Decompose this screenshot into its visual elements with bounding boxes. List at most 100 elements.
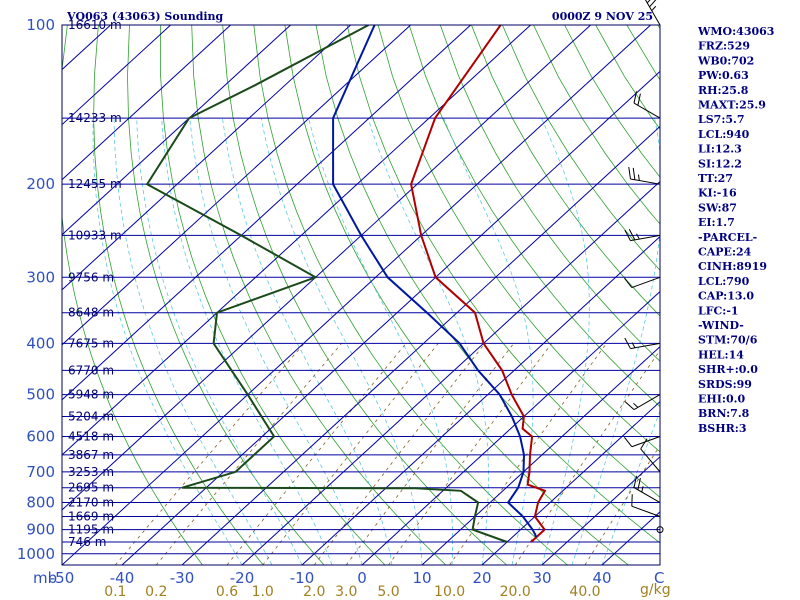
isotherm-line — [121, 70, 660, 565]
mixing-ratio-line — [514, 349, 660, 565]
wind-barb-half-flag — [636, 233, 640, 240]
chart-title-right: 0000Z 9 NOV 25 — [552, 10, 653, 23]
isotherm-line — [421, 345, 660, 565]
stability-index: FRZ:529 — [698, 40, 750, 53]
wind-barb-flag — [624, 277, 633, 288]
mixing-ratio-tick-label: 1.0 — [252, 584, 274, 600]
isotherm-line — [62, 25, 651, 565]
mixing-ratio-tick-label: 2.0 — [303, 584, 325, 600]
wind-barb-flag — [637, 93, 641, 106]
dry-adiabat-line — [127, 25, 325, 565]
height-label: 1195 m — [68, 523, 114, 537]
temperature-axis-labels: -50 -40 -30 -20 -10 0 10 20 30 40 — [50, 569, 612, 587]
wind-barb-half-flag — [641, 486, 644, 493]
pressure-unit-label: mb — [33, 569, 57, 587]
pressure-tick-label: 900 — [26, 521, 55, 539]
stability-index: LS7:5.7 — [698, 113, 745, 126]
height-label: 1669 m — [68, 509, 114, 523]
mixing-ratio-line — [584, 444, 660, 565]
dry-adiabat-line — [346, 25, 660, 498]
height-label: 6770 m — [68, 363, 114, 377]
height-label: 3253 m — [68, 465, 114, 479]
pressure-tick-label: 400 — [26, 334, 55, 352]
height-label: 14233 m — [68, 111, 122, 125]
isotherm-line — [62, 25, 231, 181]
parcel-profile — [332, 25, 538, 538]
dry-adiabat-line — [408, 25, 660, 408]
pressure-tick-label: 200 — [26, 175, 55, 193]
temperature-tick-label: 40 — [592, 569, 611, 587]
isotherm-line — [361, 290, 660, 565]
dewpoint-profile — [145, 25, 508, 543]
height-label: 9756 m — [68, 270, 114, 284]
wind-barb — [630, 342, 661, 350]
dry-adiabat-line — [502, 25, 660, 271]
wind-barb-flag — [633, 91, 638, 104]
stability-index: -PARCEL- — [698, 231, 757, 244]
sounding-profiles — [145, 25, 547, 543]
isotherm-line — [541, 456, 660, 565]
stability-index: EI:1.7 — [698, 216, 735, 229]
mixing-ratio-line — [114, 343, 305, 565]
height-label: 7675 m — [68, 336, 114, 350]
mixing-ratio-tick-label: 0.2 — [145, 584, 167, 600]
dry-adiabat-line — [62, 25, 203, 565]
mixing-ratio-tick-label: 0.6 — [216, 584, 238, 600]
pressure-tick-label: 600 — [26, 427, 55, 445]
height-label: 10933 m — [68, 228, 122, 242]
isotherm-line — [181, 125, 660, 565]
pressure-tick-label: 700 — [26, 463, 55, 481]
dry-adiabat-line — [222, 25, 507, 565]
stability-index: BRN:7.8 — [698, 407, 750, 420]
temperature-tick-label: 0 — [357, 569, 367, 587]
isotherm-line — [62, 25, 291, 236]
dry-adiabat-line — [471, 25, 660, 317]
pressure-tick-label: 1000 — [17, 545, 55, 563]
wind-barb — [631, 436, 661, 448]
temperature-end-label: C — [654, 569, 664, 587]
dry-adiabat-line — [191, 25, 447, 565]
pressure-tick-label: 800 — [26, 494, 55, 512]
dry-adiabat-line — [782, 25, 800, 565]
wind-barb — [644, 0, 661, 26]
stability-index: -WIND- — [698, 319, 744, 332]
dry-adiabat-line — [93, 25, 264, 565]
wind-barb — [630, 234, 661, 242]
wind-barb-flag — [624, 401, 635, 410]
wind-barb-half-flag — [633, 402, 639, 408]
isotherm-line — [62, 25, 531, 456]
stability-index: CINH:8919 — [698, 260, 767, 273]
stability-index: SHR+:0.0 — [698, 363, 758, 376]
wind-barb-flag — [637, 477, 641, 490]
temperature-tick-label: 30 — [532, 569, 551, 587]
isotherm-line — [62, 25, 411, 346]
wind-barb-flag — [633, 475, 638, 488]
mixing-ratio-tick-label: 40.0 — [569, 584, 600, 600]
wind-barb — [631, 505, 661, 517]
isotherm-line — [62, 25, 171, 126]
height-label: 3867 m — [68, 448, 114, 462]
dry-adiabat-line — [439, 25, 660, 362]
mixing-ratio-line — [449, 343, 607, 565]
temperature-tick-label: -40 — [110, 569, 135, 587]
chart-title-left: VQ063 (43063) Sounding — [66, 10, 224, 23]
mixing-ratio-line — [262, 343, 439, 565]
mixing-ratio-line — [345, 343, 515, 565]
stability-index: HEL:14 — [698, 348, 744, 361]
height-label: 8648 m — [68, 306, 114, 320]
isotherm-line — [481, 401, 660, 565]
stability-index: SW:87 — [698, 201, 737, 214]
stability-index: LI:12.3 — [698, 143, 742, 156]
dry-adiabat-line — [253, 25, 568, 565]
wind-barb — [631, 276, 661, 289]
stability-index: SRDS:99 — [698, 378, 752, 391]
temperature-profile — [410, 25, 547, 543]
wind-barb-flag — [649, 0, 657, 8]
temperature-tick-label: 20 — [472, 569, 491, 587]
pressure-tick-label: 500 — [26, 386, 55, 404]
isotherm-line — [0, 25, 51, 565]
mixing-ratio-lines — [114, 343, 660, 565]
pressure-tick-label: 100 — [26, 16, 55, 34]
